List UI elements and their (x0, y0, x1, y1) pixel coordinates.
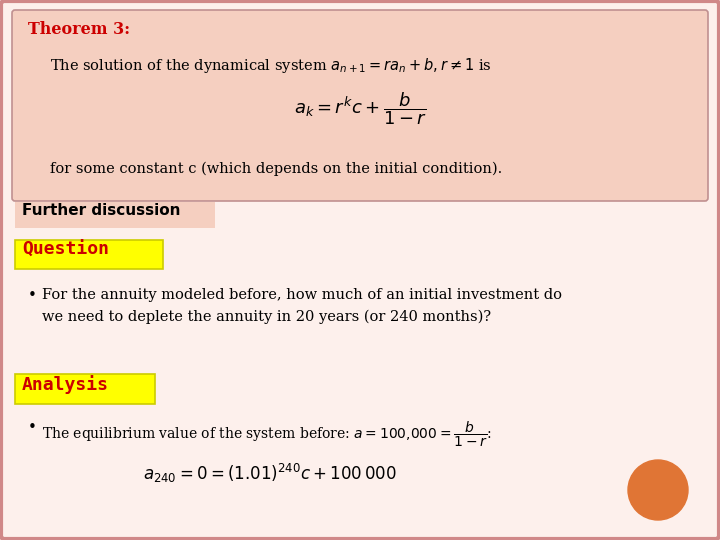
Circle shape (628, 460, 688, 520)
Text: •: • (28, 288, 37, 303)
Bar (15, 240, 163, 269)
Text: •: • (28, 420, 37, 435)
FancyBboxPatch shape (12, 10, 708, 201)
Text: for some constant c (which depends on the initial condition).: for some constant c (which depends on th… (50, 162, 503, 177)
Text: Further discussion: Further discussion (22, 203, 181, 218)
Text: For the annuity modeled before, how much of an initial investment do: For the annuity modeled before, how much… (42, 288, 562, 302)
Bar (15, 202, 215, 228)
Text: we need to deplete the annuity in 20 years (or 240 months)?: we need to deplete the annuity in 20 yea… (42, 310, 491, 325)
Bar (15, 374, 155, 404)
Text: Analysis: Analysis (22, 375, 109, 394)
Text: $a_k = r^k c + \dfrac{b}{1-r}$: $a_k = r^k c + \dfrac{b}{1-r}$ (294, 90, 426, 127)
Text: $a_{240} = 0 = (1.01)^{240}c + 100\,000$: $a_{240} = 0 = (1.01)^{240}c + 100\,000$ (143, 462, 397, 485)
Text: Theorem 3:: Theorem 3: (28, 21, 130, 38)
Text: The equilibrium value of the system before: $a = 100{,}000 = \dfrac{b}{1-r}$:: The equilibrium value of the system befo… (42, 420, 492, 449)
Text: The solution of the dynamical system $a_{n+1} = ra_n + b, r \neq 1$ is: The solution of the dynamical system $a_… (50, 56, 492, 75)
Text: Question: Question (22, 241, 109, 259)
